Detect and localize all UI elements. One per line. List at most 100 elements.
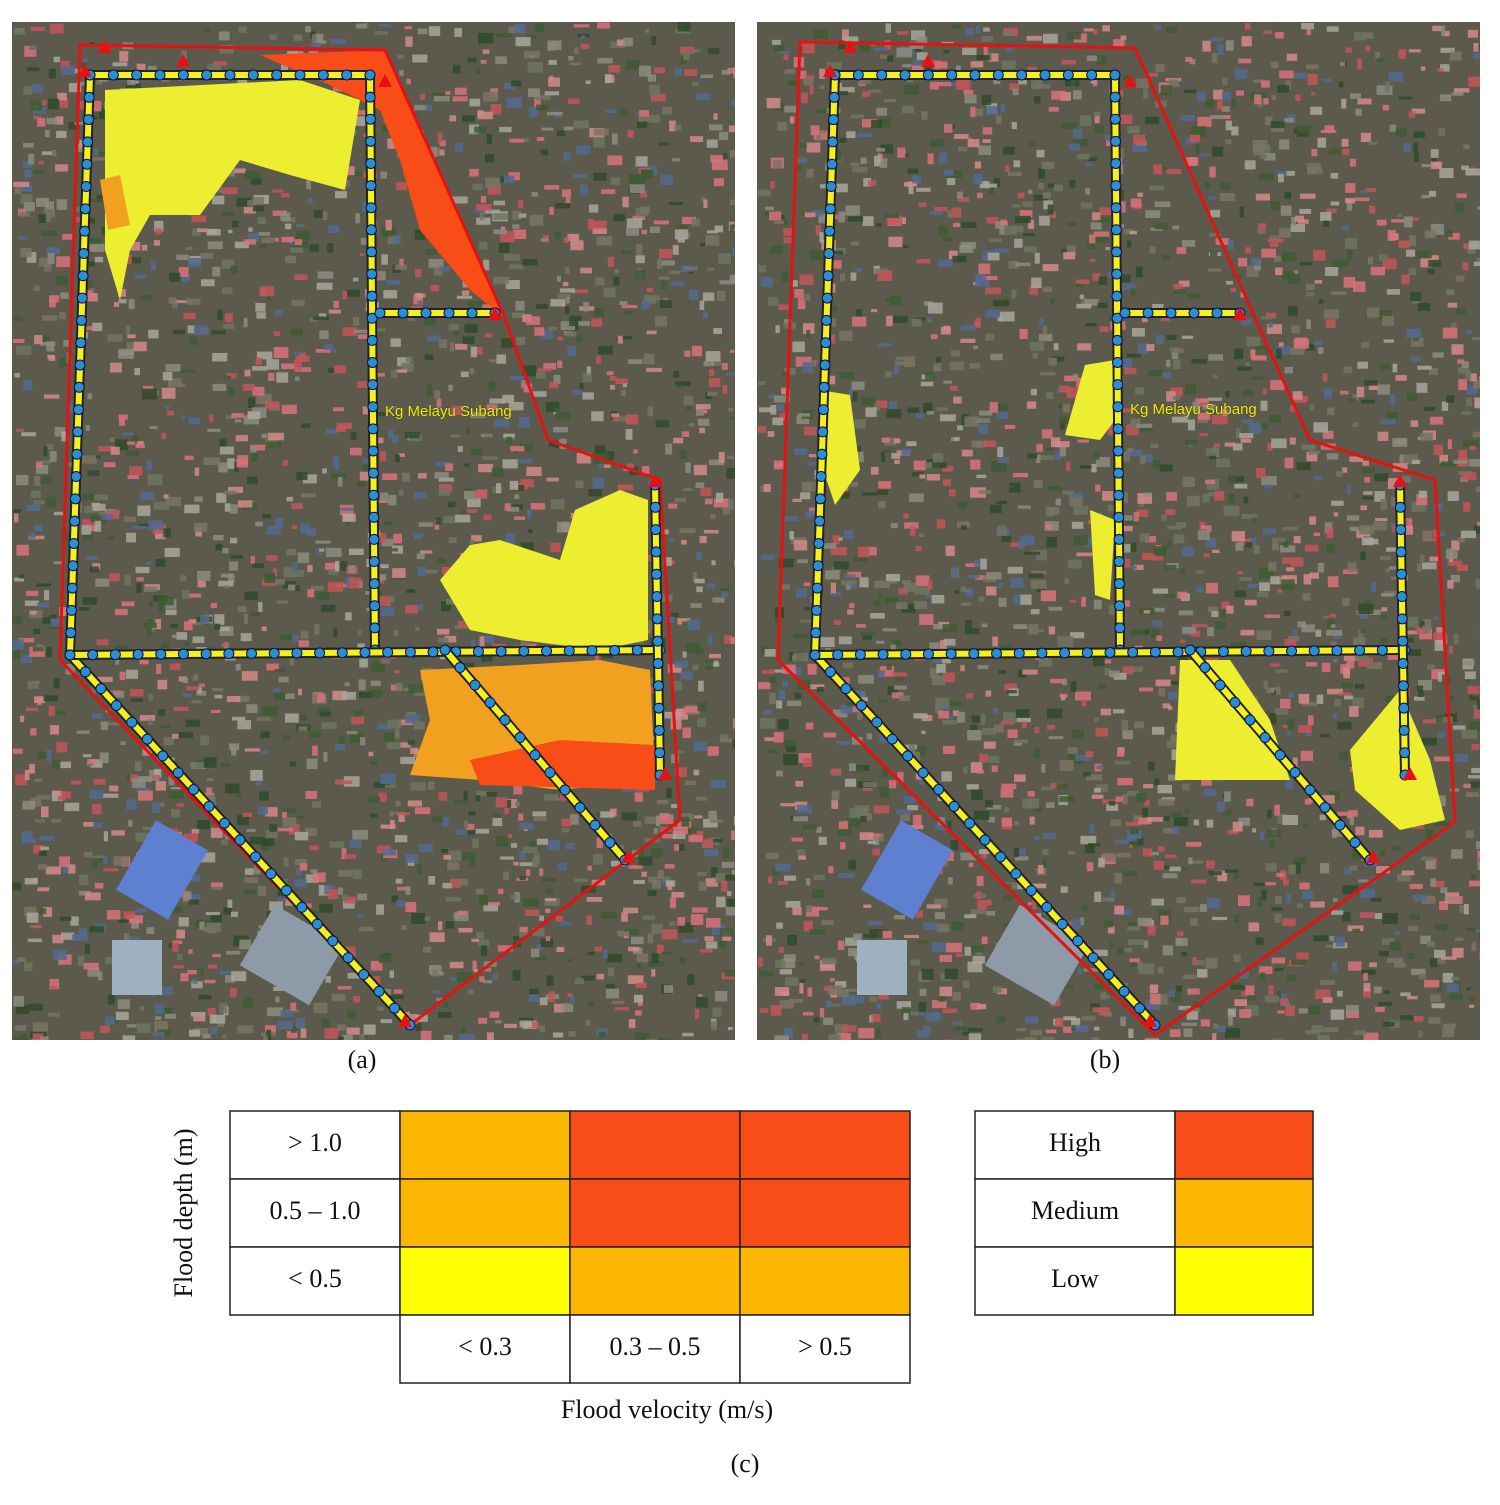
texture	[182, 590, 190, 599]
texture	[720, 928, 734, 936]
texture	[109, 786, 118, 792]
texture	[711, 1021, 717, 1030]
texture	[356, 24, 367, 29]
texture	[518, 200, 523, 208]
texture	[937, 82, 951, 86]
texture	[100, 1026, 110, 1033]
texture	[16, 1005, 30, 1014]
texture	[468, 989, 474, 994]
texture	[1473, 432, 1485, 438]
texture	[573, 121, 588, 129]
texture	[383, 290, 397, 298]
texture	[104, 831, 108, 841]
texture	[969, 1033, 981, 1042]
texture	[683, 488, 692, 491]
texture	[1320, 734, 1330, 737]
texture	[1285, 458, 1294, 469]
texture	[975, 274, 986, 281]
node	[369, 490, 379, 500]
texture	[1051, 91, 1066, 100]
texture	[446, 897, 461, 901]
texture	[603, 949, 607, 958]
texture	[978, 264, 990, 275]
texture	[627, 130, 633, 138]
texture	[983, 139, 991, 143]
texture	[353, 996, 360, 1003]
texture	[1148, 925, 1156, 936]
node	[405, 647, 415, 657]
texture	[1317, 1035, 1330, 1043]
texture	[135, 275, 147, 279]
texture	[1081, 202, 1093, 208]
texture	[509, 264, 524, 269]
texture	[1220, 182, 1230, 190]
texture	[636, 156, 648, 166]
texture	[1476, 486, 1492, 491]
texture	[182, 693, 191, 697]
texture	[923, 1026, 931, 1034]
texture	[1468, 775, 1482, 778]
texture	[50, 24, 64, 34]
texture	[1319, 299, 1323, 303]
node	[133, 649, 143, 659]
texture	[1129, 958, 1139, 962]
texture	[1216, 622, 1226, 630]
texture	[470, 368, 475, 375]
texture	[591, 411, 603, 421]
texture	[809, 454, 818, 457]
texture	[1393, 364, 1398, 373]
texture	[1212, 147, 1223, 157]
texture	[703, 199, 707, 207]
texture	[839, 537, 843, 540]
texture	[32, 84, 44, 92]
texture	[1226, 121, 1232, 131]
texture	[1365, 46, 1370, 52]
texture	[932, 943, 947, 952]
texture	[1027, 454, 1037, 459]
node	[156, 649, 166, 659]
texture	[634, 995, 643, 1003]
texture	[1302, 624, 1315, 632]
texture	[1369, 142, 1378, 145]
texture	[1381, 419, 1396, 424]
texture	[1307, 29, 1311, 36]
texture	[710, 514, 716, 519]
texture	[710, 820, 723, 823]
texture	[462, 852, 475, 860]
texture	[930, 212, 942, 216]
texture	[791, 838, 803, 842]
texture	[697, 872, 706, 876]
texture	[1271, 95, 1276, 100]
texture	[1212, 917, 1227, 920]
node	[652, 592, 662, 602]
texture	[1083, 772, 1090, 777]
texture	[1410, 914, 1421, 920]
texture	[561, 819, 571, 827]
texture	[944, 50, 950, 53]
texture	[56, 276, 69, 285]
texture	[1387, 958, 1403, 963]
texture	[783, 516, 799, 521]
texture	[256, 717, 271, 721]
texture	[977, 876, 984, 886]
texture	[1187, 294, 1201, 299]
texture	[25, 170, 32, 178]
texture	[1477, 700, 1486, 709]
texture	[553, 1033, 563, 1038]
texture	[1424, 407, 1435, 411]
texture	[33, 1022, 48, 1031]
texture	[487, 902, 500, 905]
texture	[461, 372, 469, 377]
node	[654, 703, 664, 713]
texture	[1140, 533, 1150, 542]
texture	[171, 809, 180, 818]
texture	[1374, 473, 1388, 481]
texture	[288, 585, 296, 591]
texture	[706, 918, 721, 928]
texture	[578, 321, 590, 326]
texture	[407, 79, 411, 85]
texture	[1282, 527, 1297, 531]
texture	[1034, 96, 1040, 103]
texture	[1245, 23, 1251, 30]
texture	[261, 731, 270, 738]
